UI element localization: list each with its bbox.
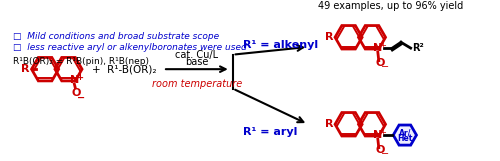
Text: N: N xyxy=(70,75,79,85)
Text: −: − xyxy=(77,92,85,102)
Text: +  R¹-B(OR)₂: + R¹-B(OR)₂ xyxy=(92,64,157,74)
Text: +: + xyxy=(379,41,386,50)
Text: room temperature: room temperature xyxy=(152,79,242,89)
Text: −: − xyxy=(380,62,388,72)
Text: −: − xyxy=(380,149,388,159)
Text: O: O xyxy=(375,145,384,155)
Text: R¹ = alkenyl: R¹ = alkenyl xyxy=(243,40,318,50)
Text: □  Mild conditions and broad substrate scope: □ Mild conditions and broad substrate sc… xyxy=(13,33,220,41)
Text: □  less reactive aryl or alkenylboronates were used: □ less reactive aryl or alkenylboronates… xyxy=(13,43,247,52)
Text: +: + xyxy=(76,73,82,82)
Text: O: O xyxy=(375,58,384,68)
Text: R: R xyxy=(324,119,333,129)
Text: R: R xyxy=(324,32,333,42)
Text: cat. Cu/L: cat. Cu/L xyxy=(176,51,218,61)
Polygon shape xyxy=(394,125,416,145)
Text: R: R xyxy=(21,64,29,74)
Text: R¹B(OR)₂ = R¹B(pin), R¹B(nep): R¹B(OR)₂ = R¹B(pin), R¹B(nep) xyxy=(13,57,149,66)
Text: R²: R² xyxy=(412,43,424,53)
Text: N: N xyxy=(373,130,382,140)
Text: N: N xyxy=(373,43,382,53)
Text: O: O xyxy=(72,88,81,98)
Text: 49 examples, up to 96% yield: 49 examples, up to 96% yield xyxy=(318,1,463,11)
Text: +: + xyxy=(379,128,386,137)
Text: R¹ = aryl: R¹ = aryl xyxy=(243,127,298,137)
Text: base: base xyxy=(185,57,208,67)
Text: Ar/: Ar/ xyxy=(398,129,411,138)
Text: Het: Het xyxy=(397,134,412,143)
